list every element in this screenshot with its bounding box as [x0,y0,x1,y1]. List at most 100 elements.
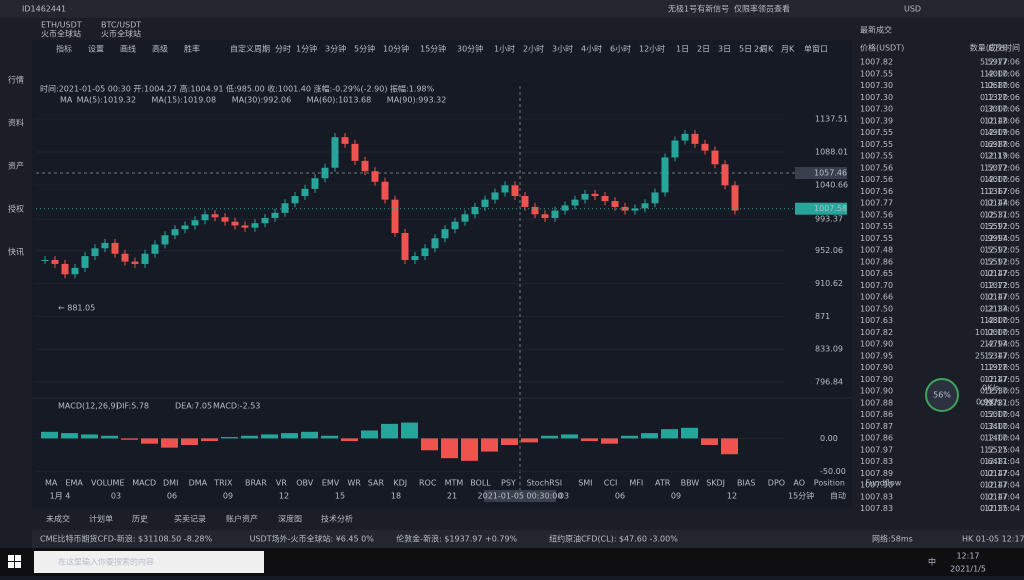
indicator-tab[interactable]: MFI [629,479,643,488]
sidebar-item[interactable]: 快讯 [8,247,24,257]
candle [51,259,59,264]
indicator-tab[interactable]: BOLL [470,479,491,488]
toolbar-item[interactable]: 月K [781,45,795,54]
macd-bar [441,438,458,459]
indicator-tab[interactable]: CCI [604,479,618,488]
trade-amount: 0.0144 [980,199,1008,208]
indicator-tab[interactable]: KDJ [393,479,407,488]
toolbar-item[interactable]: 1日 [676,45,689,54]
toolbar-item[interactable]: 胜率 [184,44,200,54]
time: 12:17 [956,552,979,561]
sidebar-item[interactable]: 资产 [8,161,24,171]
toolbar-item[interactable]: 4小时 [581,44,602,54]
toolbar-item[interactable]: 5分钟 [354,44,375,54]
indicator-tab[interactable]: PSY [501,479,516,488]
indicator-tab[interactable]: DMA [189,479,208,488]
notice-link[interactable]: 仅限率领员查看 [734,4,790,14]
ma-label: MA(90):993.32 [387,96,446,105]
toolbar-item[interactable]: 15分钟 [420,44,446,54]
toolbar-item[interactable]: 12小时 [639,44,665,54]
toolbar-item[interactable]: 画线 [120,44,136,54]
currency[interactable]: USD [904,5,921,14]
sidebar-item[interactable]: 授权 [8,204,24,214]
crosshair-price-box [795,167,847,180]
indicator-tab[interactable]: WR [347,479,361,488]
indicator-tab[interactable]: MA [45,479,58,488]
bottom-tab[interactable]: 深度图 [278,514,302,524]
macd-bar [721,438,738,455]
indicator-tab[interactable]: VOLUME [91,479,125,488]
indicator-tab[interactable]: TRIX [213,479,233,488]
market-tab[interactable]: ETH/USDT [41,21,82,30]
bottom-tab[interactable]: 未成交 [46,514,70,524]
toolbar-item[interactable]: 2s [754,45,763,54]
indicator-tab[interactable]: Fundflow [865,479,901,488]
bottom-tab[interactable]: 账户资产 [226,514,258,524]
toolbar-item[interactable]: 高级 [152,44,168,54]
trade-price: 1007.90 [860,375,893,384]
trade-price: 1007.55 [860,234,893,243]
indicator-tab[interactable]: MTM [445,479,464,488]
indicator-tab[interactable]: DPO [768,479,785,488]
toolbar-item[interactable]: 2小时 [523,44,544,54]
trade-time: 12:17:05 [984,210,1020,219]
indicator-tab[interactable]: DMI [163,479,178,488]
toolbar-item[interactable]: 1小时 [494,44,515,54]
market-tab[interactable]: BTC/USDT [101,21,141,30]
indicator-tab[interactable]: StochRSI [527,479,563,488]
indicator-tab[interactable]: BRAR [245,479,267,488]
macd-bar [541,435,558,439]
candle [551,210,559,218]
indicator-tab[interactable]: Position [814,479,845,488]
trade-amount: 1.4000 [980,69,1008,78]
start-icon [8,562,14,568]
trade-time: 12:17:04 [984,434,1020,443]
candle [231,221,239,226]
toolbar-item[interactable]: 设置 [88,44,104,54]
indicator-tab[interactable]: ATR [655,479,671,488]
macd-bar [681,427,698,439]
toolbar-item[interactable]: 30分钟 [457,44,483,54]
toolbar-item[interactable]: 3日 [718,45,731,54]
indicator-tab[interactable]: OBV [296,479,314,488]
trade-price: 1007.63 [860,316,893,325]
indicator-tab[interactable]: EMA [65,479,83,488]
indicator-tab[interactable]: BBW [681,479,700,488]
toolbar-item[interactable]: 5日 [739,45,752,54]
toolbar-item[interactable]: 指标 [56,44,72,54]
toolbar-item[interactable]: 3小时 [552,44,573,54]
bottom-tab[interactable]: 技术分析 [321,514,353,524]
toolbar-item[interactable]: 3分钟 [325,44,346,54]
candle [541,214,549,218]
search-box[interactable] [34,551,264,573]
sidebar-item[interactable]: 资料 [8,118,24,128]
indicator-tab[interactable]: MACD [132,479,156,488]
toolbar-item[interactable]: 分时 [275,44,291,54]
toolbar-item[interactable]: 6小时 [610,44,631,54]
toolbar-item[interactable]: 1分钟 [296,44,317,54]
macd-bar [361,430,378,439]
indicator-tab[interactable]: AO [793,479,805,488]
indicator-tab[interactable]: SMI [578,479,592,488]
indicator-tab[interactable]: ROC [419,479,437,488]
toolbar-item[interactable]: 单窗口 [804,44,828,54]
macd-bar [481,438,498,452]
search-placeholder[interactable]: 在这里输入你要搜索的内容 [58,557,154,567]
toolbar-item[interactable]: 2日 [697,45,710,54]
trade-time: 12:17:05 [984,281,1020,290]
macd-bar [161,438,178,448]
indicator-tab[interactable]: SKDJ [706,479,725,488]
bottom-tab[interactable]: 历史 [132,514,148,524]
indicator-tab[interactable]: VR [276,479,287,488]
trade-price: 1007.88 [860,398,893,407]
auto-toggle[interactable]: 自动 [830,491,846,501]
indicator-tab[interactable]: BIAS [737,479,755,488]
toolbar-item[interactable]: 自定义周期 [230,44,270,54]
indicator-tab[interactable]: SAR [368,479,385,488]
bottom-tab[interactable]: 买卖记录 [174,515,206,524]
sidebar-item[interactable]: 行情 [8,75,24,85]
toolbar-item[interactable]: 10分钟 [383,44,409,54]
indicator-tab[interactable]: EMV [322,479,340,488]
toolbar-item[interactable]: 周K [760,45,774,54]
bottom-tab[interactable]: 计划单 [89,514,113,524]
